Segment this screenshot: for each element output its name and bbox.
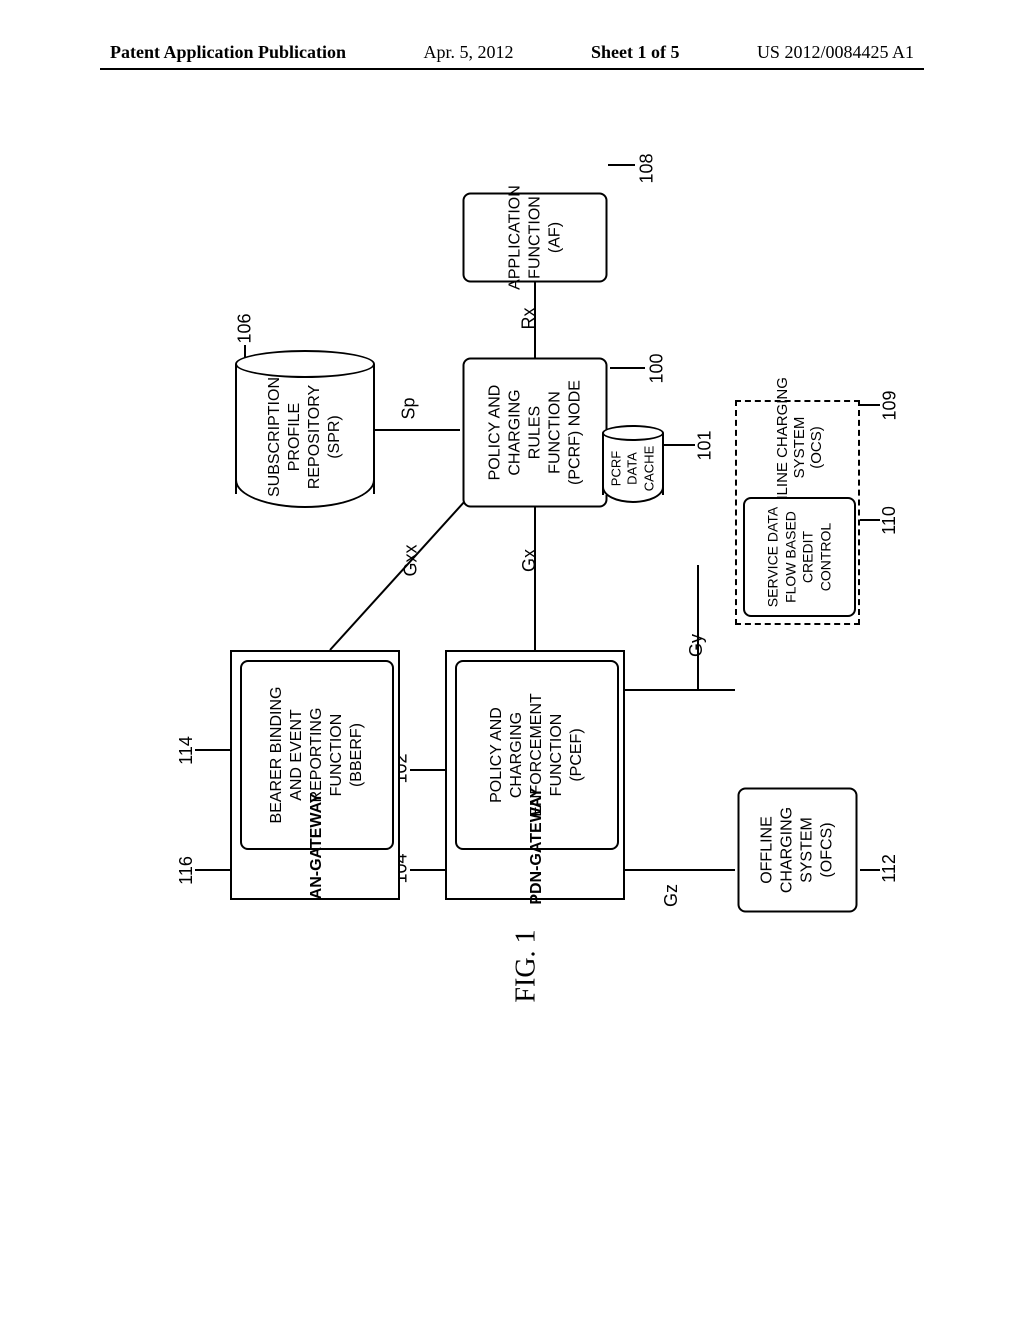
- header-rule: [100, 68, 924, 70]
- node-af-label: APPLICATION FUNCTION (AF): [505, 185, 565, 290]
- header-title: Patent Application Publication: [110, 42, 346, 63]
- iface-gxx: Gxx: [401, 544, 422, 576]
- figure-1-diagram: APPLICATION FUNCTION (AF) 108 SUBSCRIPTI…: [140, 150, 900, 1200]
- node-cache-label: PCRF DATA CACHE: [609, 446, 658, 492]
- ref-sdfcc: 110: [879, 506, 900, 535]
- iface-sp: Sp: [399, 397, 420, 419]
- node-sdfcc-label: SERVICE DATA FLOW BASED CREDIT CONTROL: [765, 507, 835, 608]
- page-header: Patent Application Publication Apr. 5, 2…: [110, 42, 914, 63]
- ref-angw: 116: [176, 856, 197, 885]
- ref-ofcs: 112: [879, 854, 900, 883]
- node-angw: BEARER BINDING AND EVENT REPORTING FUNCT…: [230, 650, 400, 900]
- node-cache: PCRF DATA CACHE: [602, 425, 664, 505]
- header-pubno: US 2012/0084425 A1: [757, 42, 914, 63]
- ref-ocs: 109: [880, 390, 901, 420]
- iface-gz: Gz: [661, 884, 682, 907]
- node-pdngw: POLICY AND CHARGING ENFORCEMENT FUNCTION…: [445, 650, 625, 900]
- node-ofcs: OFFLINE CHARGING SYSTEM (OFCS): [738, 788, 858, 913]
- ref-af: 108: [637, 153, 658, 183]
- node-spr: SUBSCRIPTION PROFILE REPOSITORY (SPR): [235, 350, 375, 510]
- node-pcrf: POLICY AND CHARGING RULES FUNCTION (PCRF…: [463, 358, 608, 508]
- node-sdfcc: SERVICE DATA FLOW BASED CREDIT CONTROL: [743, 497, 856, 617]
- node-ofcs-label: OFFLINE CHARGING SYSTEM (OFCS): [758, 807, 838, 893]
- iface-gy: Gy: [686, 634, 707, 657]
- ref-pcrf: 100: [647, 353, 668, 383]
- node-pcrf-label: POLICY AND CHARGING RULES FUNCTION (PCRF…: [485, 364, 585, 502]
- iface-gx: Gx: [519, 549, 540, 572]
- node-af: APPLICATION FUNCTION (AF): [463, 193, 608, 283]
- figure-label: FIG. 1: [511, 929, 543, 1002]
- iface-rx: Rx: [519, 308, 540, 330]
- header-sheet: Sheet 1 of 5: [591, 42, 680, 63]
- header-date: Apr. 5, 2012: [424, 42, 514, 63]
- node-ocs: ONLINE CHARGING SYSTEM (OCS) SERVICE DAT…: [735, 400, 860, 625]
- ref-spr: 106: [235, 313, 256, 343]
- node-angw-label: AN-GATEWAY: [308, 793, 325, 900]
- node-spr-label: SUBSCRIPTION PROFILE REPOSITORY (SPR): [265, 377, 345, 497]
- node-pdngw-label: PDN-GATEWAY: [528, 787, 545, 904]
- ref-cache: 101: [695, 430, 716, 460]
- ref-bberf: 114: [176, 736, 197, 765]
